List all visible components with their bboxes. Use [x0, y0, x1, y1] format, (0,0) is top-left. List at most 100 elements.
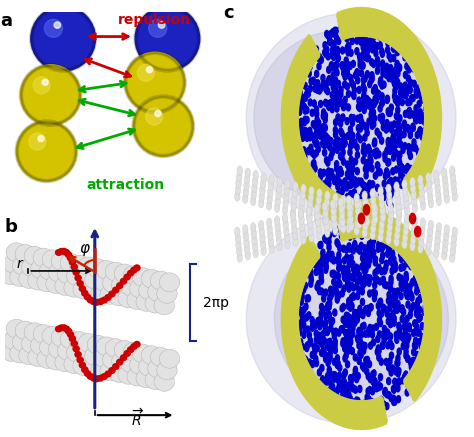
Circle shape [306, 254, 310, 261]
Circle shape [403, 320, 407, 327]
Circle shape [397, 26, 401, 33]
Circle shape [282, 106, 286, 113]
Circle shape [298, 68, 302, 75]
Circle shape [306, 65, 310, 72]
Circle shape [419, 272, 423, 279]
Circle shape [287, 305, 291, 312]
Circle shape [297, 264, 301, 271]
Circle shape [356, 213, 361, 220]
Circle shape [426, 83, 429, 90]
Circle shape [349, 212, 354, 219]
Circle shape [377, 19, 381, 26]
Circle shape [296, 137, 301, 144]
Circle shape [384, 17, 389, 24]
Circle shape [101, 297, 107, 303]
Circle shape [380, 81, 384, 88]
Circle shape [404, 348, 408, 355]
Circle shape [352, 272, 356, 279]
Circle shape [426, 239, 432, 249]
Circle shape [344, 344, 348, 351]
Circle shape [305, 261, 310, 268]
Circle shape [299, 378, 303, 385]
Circle shape [325, 397, 329, 404]
Circle shape [416, 89, 420, 96]
Circle shape [386, 138, 390, 145]
Circle shape [330, 106, 334, 113]
Circle shape [404, 166, 409, 173]
Circle shape [300, 184, 304, 191]
Circle shape [368, 342, 373, 349]
Circle shape [413, 361, 417, 368]
Circle shape [338, 204, 344, 214]
Circle shape [354, 178, 358, 185]
Circle shape [377, 407, 381, 414]
Circle shape [309, 250, 313, 257]
Circle shape [371, 195, 376, 205]
Circle shape [331, 212, 336, 222]
Circle shape [419, 151, 422, 158]
Circle shape [324, 186, 328, 193]
Circle shape [114, 340, 135, 359]
Circle shape [429, 330, 433, 337]
Circle shape [295, 153, 300, 160]
Circle shape [399, 42, 403, 49]
Circle shape [364, 99, 368, 106]
Circle shape [302, 176, 307, 183]
Circle shape [357, 310, 361, 317]
Circle shape [409, 37, 413, 44]
Circle shape [397, 40, 401, 47]
Circle shape [286, 110, 291, 117]
Circle shape [295, 362, 299, 369]
Circle shape [437, 128, 441, 135]
Circle shape [367, 400, 371, 407]
Circle shape [330, 396, 334, 403]
Circle shape [334, 329, 338, 336]
Circle shape [328, 33, 332, 40]
Circle shape [319, 320, 323, 327]
Circle shape [384, 168, 389, 175]
Circle shape [351, 226, 355, 233]
Circle shape [346, 403, 350, 410]
Circle shape [289, 151, 293, 158]
Circle shape [21, 334, 42, 353]
Circle shape [348, 274, 353, 281]
Circle shape [337, 12, 341, 19]
Circle shape [433, 338, 437, 345]
Circle shape [302, 249, 306, 256]
Circle shape [346, 402, 350, 409]
Circle shape [401, 230, 406, 237]
Circle shape [312, 251, 316, 258]
Circle shape [428, 349, 432, 356]
Circle shape [422, 118, 427, 125]
Circle shape [428, 94, 432, 101]
Circle shape [373, 232, 377, 239]
Circle shape [423, 299, 428, 306]
Circle shape [346, 223, 350, 230]
Circle shape [315, 403, 319, 410]
Circle shape [332, 196, 336, 203]
Circle shape [383, 223, 388, 230]
Circle shape [331, 206, 337, 215]
Circle shape [408, 288, 412, 295]
Circle shape [342, 416, 346, 423]
Circle shape [282, 123, 286, 130]
Circle shape [284, 311, 288, 318]
Circle shape [366, 327, 371, 334]
Circle shape [332, 397, 336, 404]
Circle shape [318, 323, 322, 330]
Circle shape [432, 114, 437, 121]
Circle shape [297, 149, 301, 156]
Circle shape [359, 204, 363, 211]
Circle shape [347, 284, 351, 291]
Ellipse shape [254, 31, 428, 205]
Circle shape [393, 291, 397, 298]
Circle shape [332, 96, 336, 103]
Circle shape [310, 109, 314, 116]
Circle shape [364, 264, 368, 271]
Circle shape [342, 141, 346, 148]
Circle shape [376, 202, 380, 209]
Circle shape [307, 175, 310, 182]
Circle shape [356, 398, 360, 405]
Circle shape [386, 39, 390, 46]
Circle shape [308, 181, 312, 188]
